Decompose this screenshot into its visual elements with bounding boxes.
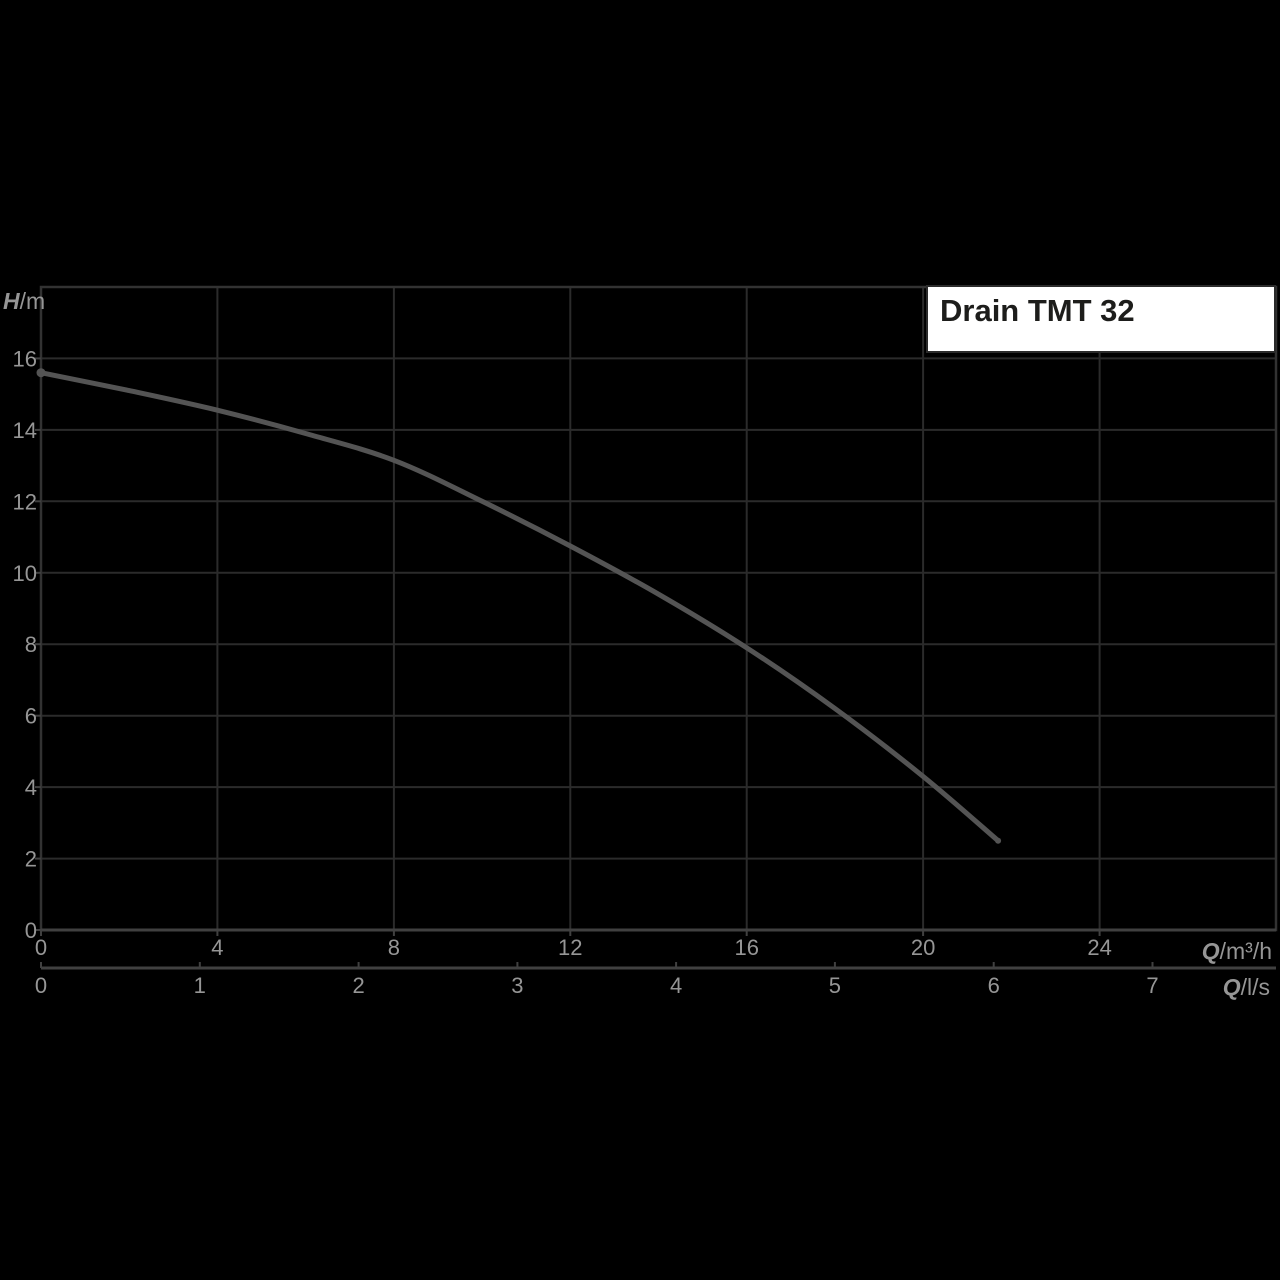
x-axis-secondary-tick-label: 1 [194, 973, 206, 998]
x-axis-secondary-unit: /l/s [1240, 974, 1270, 1000]
x-axis-primary-tick-label: 4 [211, 935, 223, 960]
x-axis-primary-tick-label: 8 [388, 935, 400, 960]
x-axis-primary-tick-label: 12 [558, 935, 582, 960]
y-axis-tick-label: 16 [13, 346, 37, 371]
x-axis-secondary-tick-label: 5 [829, 973, 841, 998]
y-axis-tick-label: 14 [13, 418, 37, 443]
x-axis-secondary-tick-label: 6 [988, 973, 1000, 998]
x-axis-secondary-tick-label: 2 [352, 973, 364, 998]
curve-end-marker [995, 837, 1002, 844]
x-axis-primary-tick-label: 24 [1087, 935, 1111, 960]
x-axis-secondary-symbol: Q [1222, 974, 1241, 1000]
x-axis-primary-tick-label: 20 [911, 935, 935, 960]
pump-curve [38, 370, 1001, 844]
plot-border [39, 285, 1278, 932]
x-axis-primary-unit: /m³/h [1219, 938, 1272, 964]
x-axis-secondary-tick-label: 3 [511, 973, 523, 998]
x-axis-primary-tick-label: 16 [734, 935, 758, 960]
y-axis-tick-label: 2 [25, 847, 37, 872]
curve-start-marker [36, 368, 46, 378]
y-axis-tick-label: 4 [25, 775, 37, 800]
y-axis-unit: /m [19, 288, 46, 314]
y-axis-tick-label: 12 [13, 489, 37, 514]
y-axis-tick-label: 10 [13, 561, 37, 586]
x-axis-secondary-tick-label: 4 [670, 973, 682, 998]
x-axis-primary-symbol: Q [1201, 938, 1220, 964]
y-axis-symbol: H [3, 288, 20, 314]
x-axis-primary-unit-label: Q/m³/h [1202, 938, 1272, 965]
x-axis-secondary-tick-label: 0 [35, 973, 47, 998]
y-axis-tick-label: 8 [25, 632, 37, 657]
curve-title-box: Drain TMT 32 [926, 285, 1276, 353]
x-axis-primary-tick-label: 0 [35, 935, 47, 960]
x-axis-secondary-unit-label: Q/l/s [1223, 974, 1270, 1001]
x-axis-secondary-tick-label: 7 [1146, 973, 1158, 998]
y-axis-unit-label: H/m [3, 288, 45, 315]
y-axis-tick-label: 0 [25, 918, 37, 943]
y-axis-tick-label: 6 [25, 704, 37, 729]
curve-title: Drain TMT 32 [940, 293, 1135, 328]
